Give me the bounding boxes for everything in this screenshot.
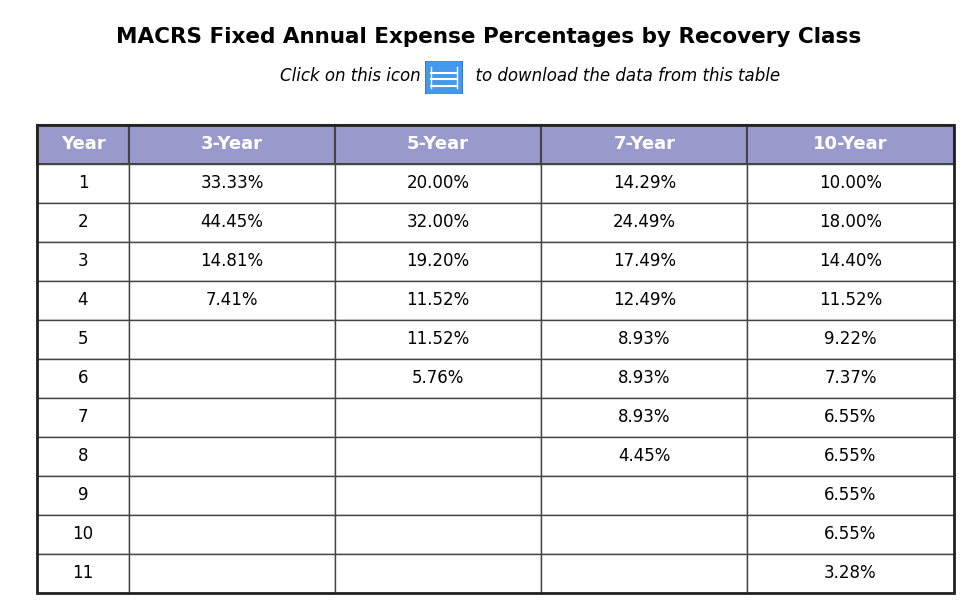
Text: 6: 6 <box>77 369 88 387</box>
Text: 7-Year: 7-Year <box>613 135 674 153</box>
Text: 7: 7 <box>77 408 88 426</box>
Text: 6.55%: 6.55% <box>824 447 875 465</box>
Text: 5-Year: 5-Year <box>406 135 469 153</box>
Text: 33.33%: 33.33% <box>200 174 264 192</box>
Text: 19.20%: 19.20% <box>406 252 469 270</box>
Text: 8.93%: 8.93% <box>617 408 670 426</box>
Text: 6.55%: 6.55% <box>824 486 875 504</box>
Text: 9: 9 <box>77 486 88 504</box>
Text: 6.55%: 6.55% <box>824 525 875 544</box>
FancyBboxPatch shape <box>424 60 463 95</box>
Text: 5.76%: 5.76% <box>411 369 464 387</box>
Text: 7.41%: 7.41% <box>205 291 258 309</box>
Text: 10: 10 <box>72 525 94 544</box>
Text: 3: 3 <box>77 252 88 270</box>
Text: 44.45%: 44.45% <box>200 213 263 231</box>
Text: 9.22%: 9.22% <box>824 330 875 348</box>
Text: 14.81%: 14.81% <box>200 252 263 270</box>
Text: 11: 11 <box>72 564 94 582</box>
Text: 3-Year: 3-Year <box>200 135 263 153</box>
Text: 2: 2 <box>77 213 88 231</box>
Text: 10-Year: 10-Year <box>812 135 887 153</box>
Text: 17.49%: 17.49% <box>613 252 675 270</box>
Text: 8.93%: 8.93% <box>617 369 670 387</box>
Text: 10.00%: 10.00% <box>818 174 881 192</box>
Text: 8.93%: 8.93% <box>617 330 670 348</box>
Text: 11.52%: 11.52% <box>406 291 469 309</box>
Text: to download the data from this table: to download the data from this table <box>464 67 779 85</box>
Text: 12.49%: 12.49% <box>612 291 675 309</box>
Text: 5: 5 <box>77 330 88 348</box>
Text: 1: 1 <box>77 174 88 192</box>
Text: 8: 8 <box>77 447 88 465</box>
Text: 3.28%: 3.28% <box>824 564 875 582</box>
Text: 7.37%: 7.37% <box>824 369 875 387</box>
Text: 24.49%: 24.49% <box>613 213 675 231</box>
Text: 18.00%: 18.00% <box>818 213 881 231</box>
Text: 14.40%: 14.40% <box>818 252 881 270</box>
Text: 32.00%: 32.00% <box>406 213 469 231</box>
Text: 11.52%: 11.52% <box>818 291 881 309</box>
Text: 6.55%: 6.55% <box>824 408 875 426</box>
Text: 20.00%: 20.00% <box>406 174 469 192</box>
Text: 4: 4 <box>77 291 88 309</box>
Text: Click on this icon: Click on this icon <box>279 67 425 85</box>
Text: Year: Year <box>61 135 106 153</box>
Text: 4.45%: 4.45% <box>617 447 670 465</box>
Text: 14.29%: 14.29% <box>612 174 675 192</box>
Text: MACRS Fixed Annual Expense Percentages by Recovery Class: MACRS Fixed Annual Expense Percentages b… <box>116 27 861 47</box>
Text: 11.52%: 11.52% <box>406 330 469 348</box>
